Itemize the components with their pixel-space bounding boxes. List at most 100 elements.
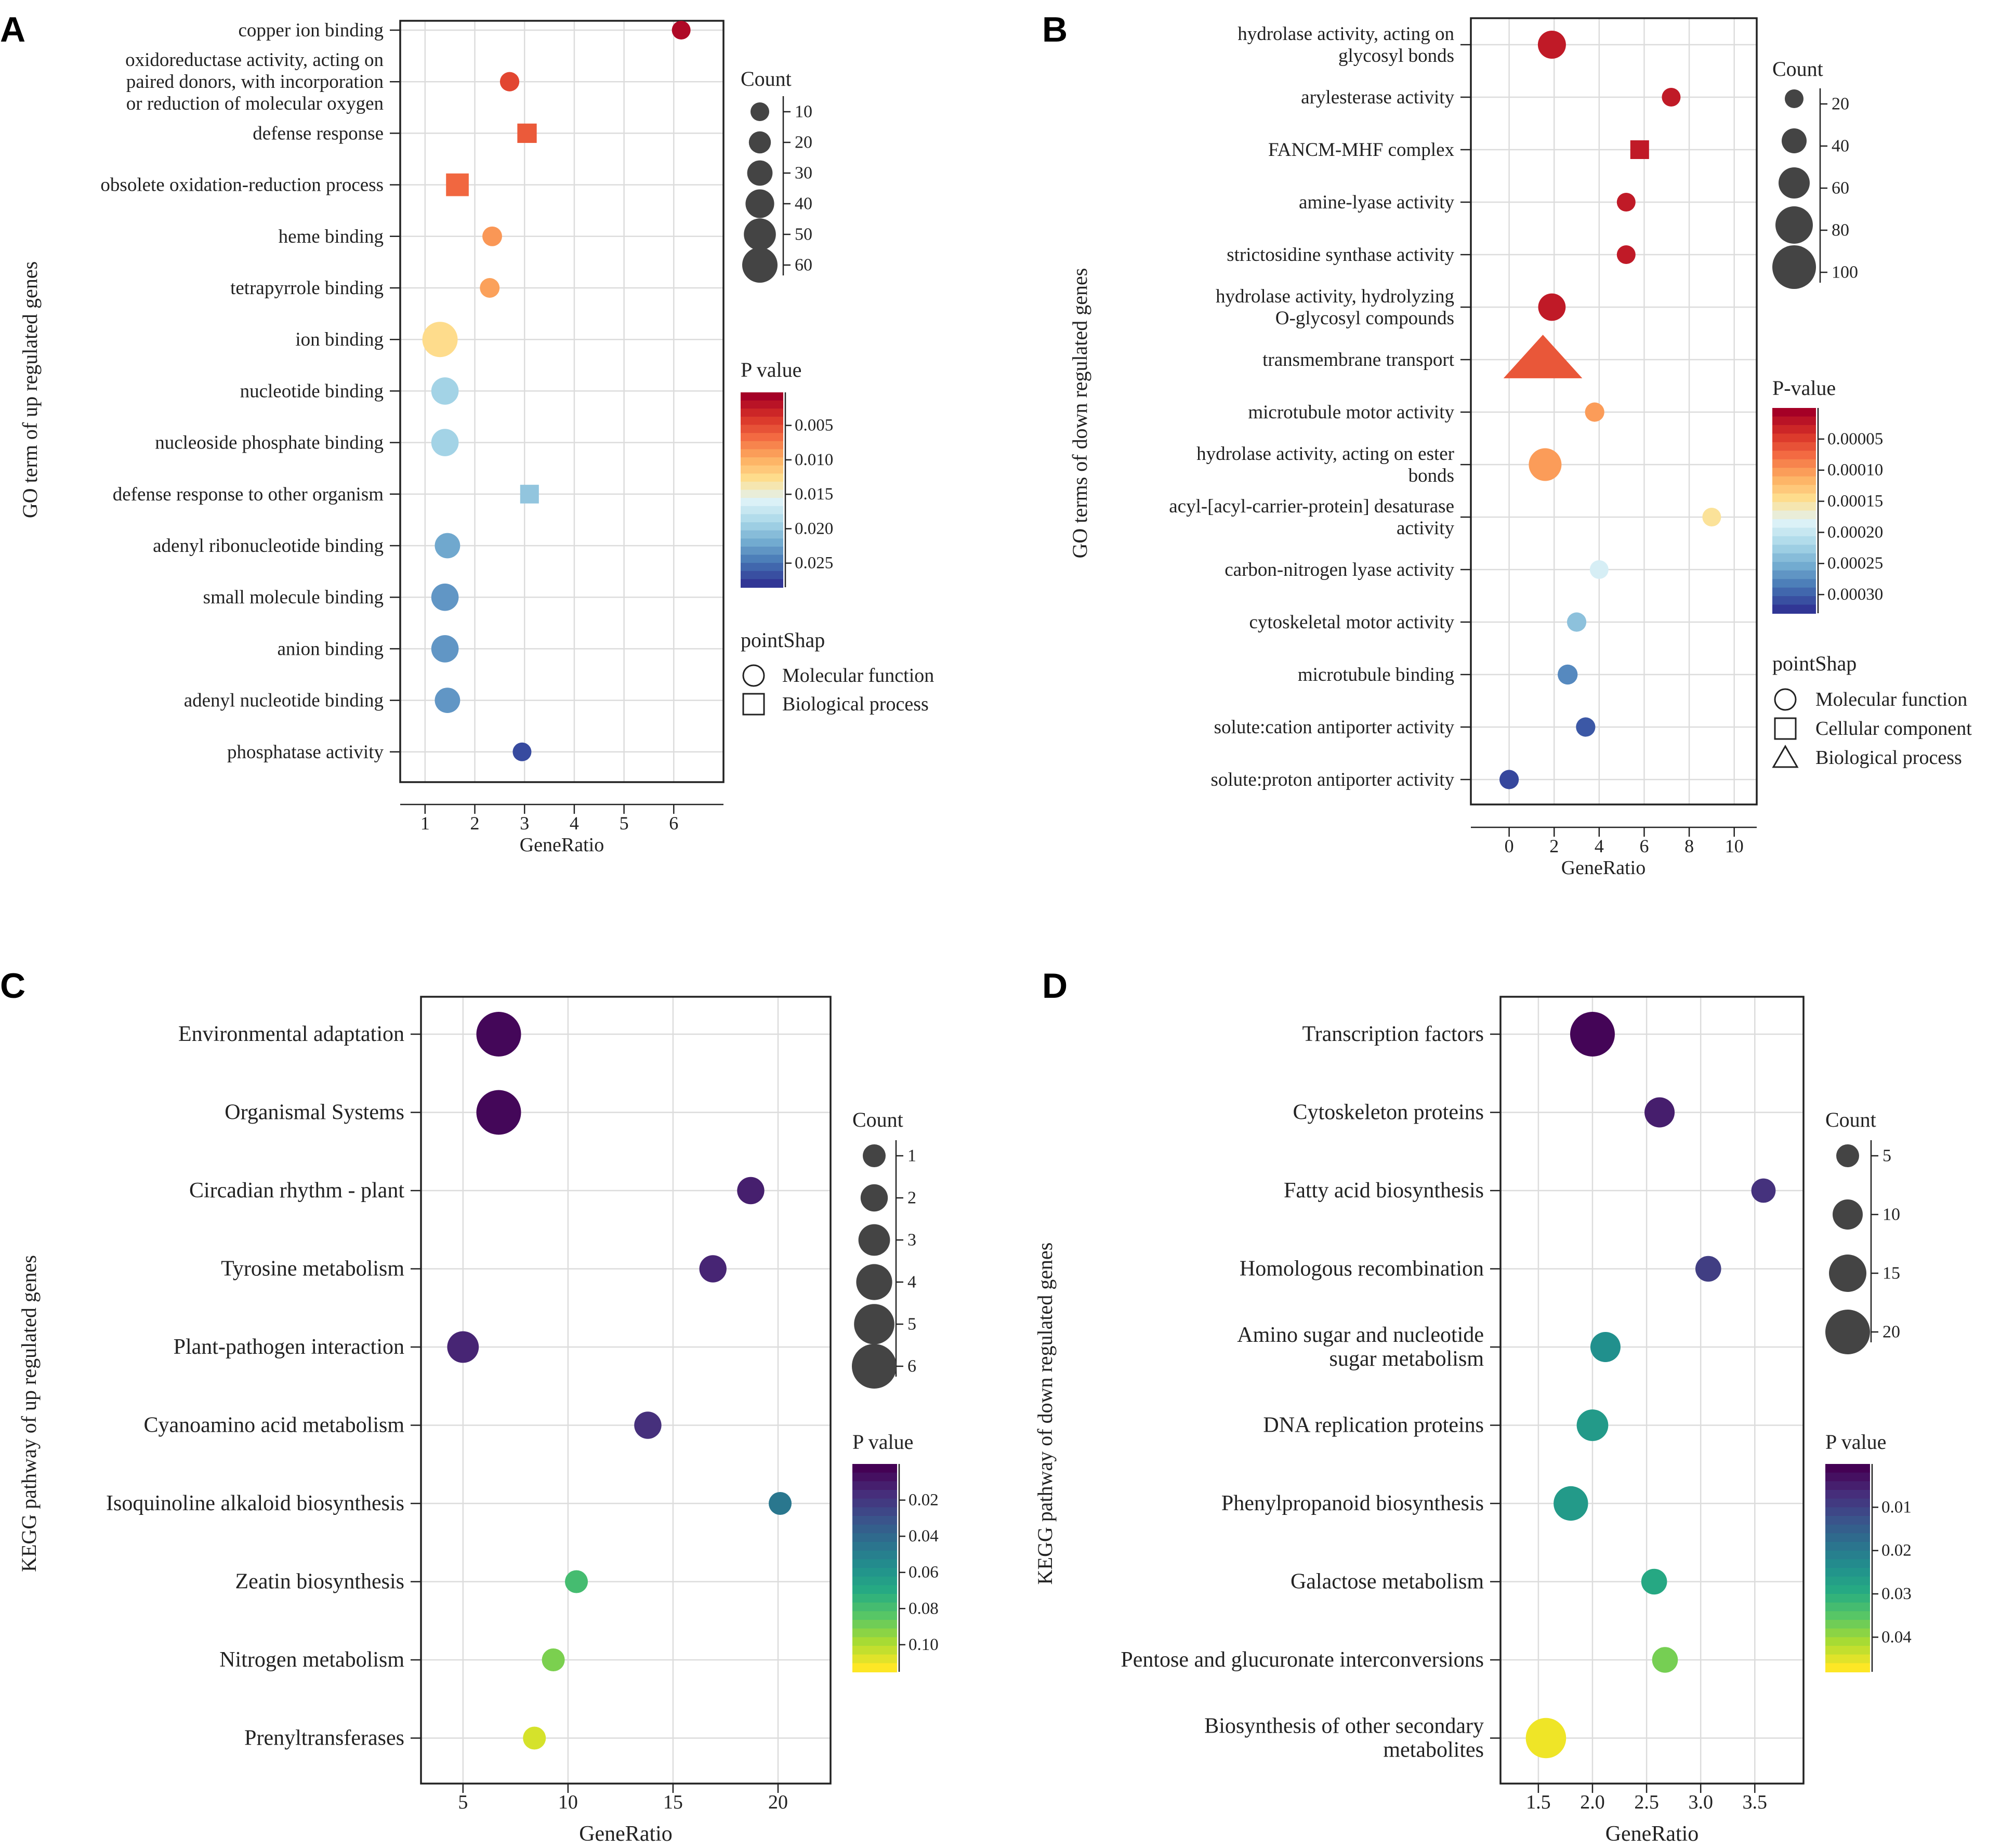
color-legend-band [1772,562,1816,571]
color-legend-band [741,441,783,450]
color-legend-band [1825,1585,1870,1594]
color-legend-band [741,538,783,547]
y-category-line: Environmental adaptation [178,1022,404,1046]
color-legend-band [1825,1611,1870,1620]
y-category-line: Prenyltransferases [244,1726,404,1750]
color-legend-band [1772,596,1816,605]
color-legend-band [1772,553,1816,563]
color-legend-band [852,1507,897,1516]
count-legend-title: Count [1825,1108,1876,1131]
count-legend-label: 10 [1882,1205,1900,1224]
y-category-label: anion binding [277,638,384,659]
y-category-line: carbon-nitrogen lyase activity [1225,559,1454,580]
count-legend-marker [748,131,771,154]
color-legend-label: 0.02 [909,1491,939,1510]
y-category-line: microtubule motor activity [1248,402,1454,423]
shape-legend-title: pointShap [1772,652,1857,675]
count-legend-label: 80 [1832,221,1849,240]
count-legend-label: 20 [1882,1323,1900,1342]
data-point-circle [1644,1097,1675,1128]
data-point-circle [476,1012,521,1057]
x-tick-label: 10 [558,1791,578,1813]
color-legend-band [852,1628,897,1638]
y-category-line: strictosidine synthase activity [1227,244,1454,266]
y-category-label: nucleoside phosphate binding [155,432,384,453]
x-tick-label: 20 [768,1791,788,1813]
color-legend-band [852,1559,897,1568]
y-category-line: hydrolase activity, acting on [1238,23,1454,45]
x-tick-label: 1.5 [1526,1791,1551,1813]
color-legend-label: 0.00020 [1827,523,1883,542]
color-legend-band [741,498,783,507]
color-legend-band [741,506,783,515]
y-category-label: small molecule binding [203,587,384,608]
y-category-label: arylesterase activity [1301,87,1454,108]
color-legend-band [741,481,783,491]
shape-legend-square [1774,717,1797,740]
y-category-line: solute:proton antiporter activity [1210,769,1454,790]
y-category-line: tetrapyrrole binding [230,278,384,299]
y-category-label: phosphatase activity [227,741,384,762]
shape-legend-circle [1774,688,1797,711]
y-category-label: adenyl ribonucleotide binding [153,535,384,557]
data-point-circle [737,1177,765,1205]
panel-B: B GO terms of down regulated genes hydrola… [1042,10,1972,879]
color-legend-label: 0.03 [1881,1585,1912,1603]
y-category-label: amine-lyase activity [1299,192,1454,213]
y-category-line: acyl-[acyl-carrier-protein] desaturase [1169,496,1454,517]
y-category-label: Circadian rhythm - plant [189,1179,404,1203]
data-point-circle [431,377,459,405]
count-legend-title: Count [1772,57,1823,81]
y-category-line: bonds [1408,465,1454,486]
panel-C: C KEGG pathway of up regulated genes Envir… [0,966,939,1846]
y-category-line: Cyanoamino acid metabolism [143,1414,404,1437]
y-category-line: Organismal Systems [225,1101,404,1125]
color-legend-title: P-value [1772,376,1836,400]
data-point-circle [1589,560,1609,579]
color-legend-band [741,416,783,426]
count-legend-label: 1 [907,1146,916,1166]
count-legend-label: 40 [795,194,812,214]
panel-label: B [1042,10,1068,49]
color-legend-band [852,1568,897,1577]
y-category-line: glycosyl bonds [1338,45,1454,67]
data-point-circle [1566,612,1587,632]
y-category-line: Pentose and glucuronate interconversions [1121,1648,1484,1672]
y-category-label: Phenylpropanoid biosynthesis [1221,1491,1484,1515]
color-legend-band [852,1594,897,1603]
x-tick-label: 4 [1595,836,1604,856]
x-tick-label: 15 [663,1791,683,1813]
y-category-line: Biosynthesis of other secondary [1204,1714,1484,1738]
y-category-line: heme binding [279,226,384,247]
color-legend-label: 0.00010 [1827,461,1883,480]
data-point-circle [699,1255,727,1283]
shape-legend-title: pointShap [741,628,825,652]
y-category-label: heme binding [279,226,384,247]
color-legend-band [852,1550,897,1560]
data-point-square [520,484,539,504]
y-category-line: Transcription factors [1302,1022,1484,1046]
data-point-circle [1529,448,1562,481]
count-legend-label: 100 [1832,263,1858,282]
color-legend-band [741,392,783,401]
data-point-triangle [1503,335,1583,378]
x-tick-label: 1 [420,813,430,834]
count-legend-marker [1829,1255,1866,1292]
y-category-label: Plant-pathogen interaction [174,1335,404,1359]
y-category-line: hydrolase activity, hydrolyzing [1216,286,1454,307]
data-point-circle [542,1648,565,1671]
color-legend-band [1825,1620,1870,1629]
color-legend-band [1772,408,1816,417]
count-legend-label: 5 [1882,1146,1891,1166]
count-legend-title: Count [852,1108,903,1131]
color-legend: P value 0.01 0.02 0.03 0.04 [1825,1430,1912,1672]
color-legend-band [1772,604,1816,614]
data-point-square [446,173,469,196]
color-legend-band [852,1611,897,1620]
y-category-label: solute:proton antiporter activity [1210,769,1454,790]
count-legend-marker [747,160,773,186]
color-legend-band [1772,502,1816,511]
count-legend-marker [858,1224,890,1256]
plot-frame [399,20,725,783]
shape-legend-triangle [1772,744,1799,768]
